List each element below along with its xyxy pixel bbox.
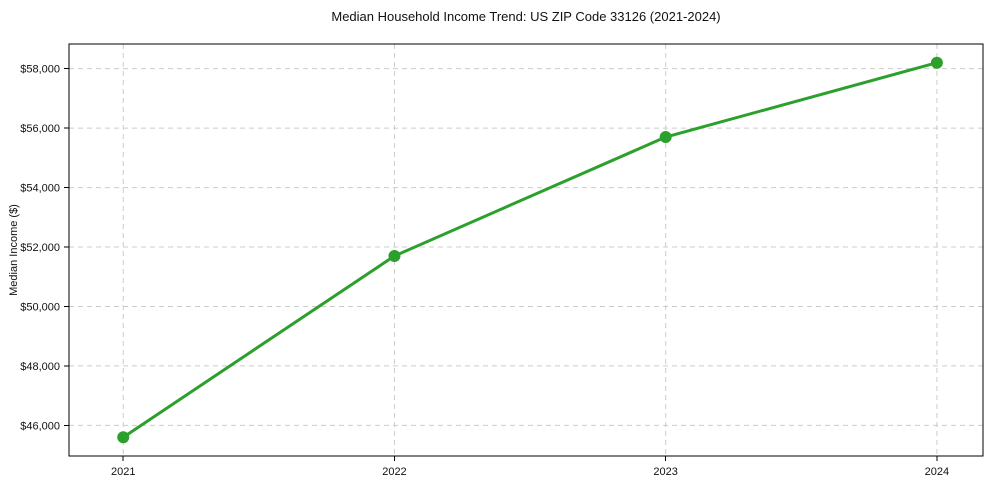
data-point [388,249,401,262]
axes-layer [64,43,984,461]
data-point [117,431,130,444]
y-tick-label: $58,000 [20,64,60,76]
y-tick-label: $48,000 [20,361,60,373]
x-tick-label: 2021 [111,466,135,478]
gridlines-layer [69,44,983,456]
data-point [659,131,672,144]
data-series-layer [117,56,943,444]
y-axis-label: Median Income ($) [8,204,20,296]
x-tick-label: 2024 [925,466,949,478]
data-point [930,56,943,69]
chart-title: Median Household Income Trend: US ZIP Co… [331,9,720,24]
y-tick-label: $50,000 [20,301,60,313]
plot-border [68,43,984,457]
y-tick-label: $54,000 [20,183,60,195]
x-tick-label: 2022 [382,466,406,478]
y-tick-label: $46,000 [20,420,60,432]
x-tick-label: 2023 [653,466,677,478]
trend-line [121,61,939,439]
tick-labels-layer: $46,000 $48,000 $50,000 $52,000 $54,000 $56,0… [20,64,949,478]
y-tick-label: $56,000 [20,123,60,135]
y-tick-label: $52,000 [20,242,60,254]
